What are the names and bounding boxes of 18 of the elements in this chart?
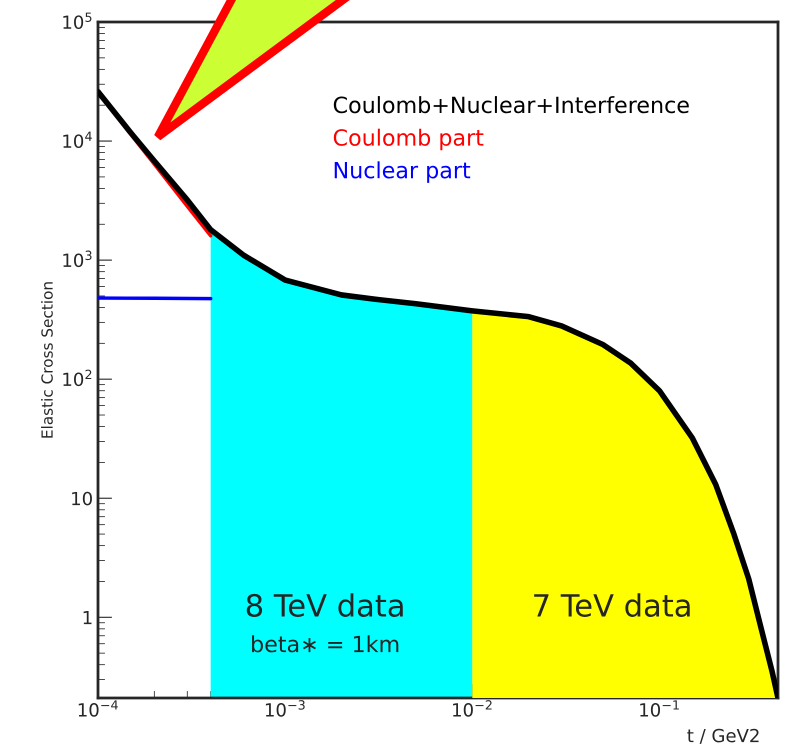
annotation: 8 TeV data	[246, 593, 403, 617]
x-axis-title: t / GeV2	[687, 728, 759, 744]
x-tick-label: 10$^{−1}$	[640, 700, 679, 717]
annotation: beta∗ = 1km	[252, 635, 398, 652]
x-tick-label: 10$^{−2}$	[453, 700, 492, 717]
x-tick-label: 10$^{−3}$	[266, 700, 305, 717]
y-tick-label: 10$^{2}$	[63, 370, 92, 386]
text: Coulomb part	[334, 128, 484, 150]
x-tick-label: 10$^{−4}$	[78, 700, 118, 717]
annotation: 7 TeV data	[534, 593, 690, 617]
y-tick-label: 10	[72, 492, 92, 506]
text: Nuclear part	[334, 161, 470, 183]
y-tick-label: 10$^{4}$	[63, 132, 92, 148]
y-tick-label: 1	[84, 611, 92, 624]
text: Coulomb+Nuclear+Interference	[334, 96, 689, 114]
y-tick-label: 10$^{3}$	[63, 250, 92, 268]
y-axis-title: Elastic Cross Section	[41, 282, 53, 438]
y-tick-label: 10$^{5}$	[63, 12, 92, 29]
